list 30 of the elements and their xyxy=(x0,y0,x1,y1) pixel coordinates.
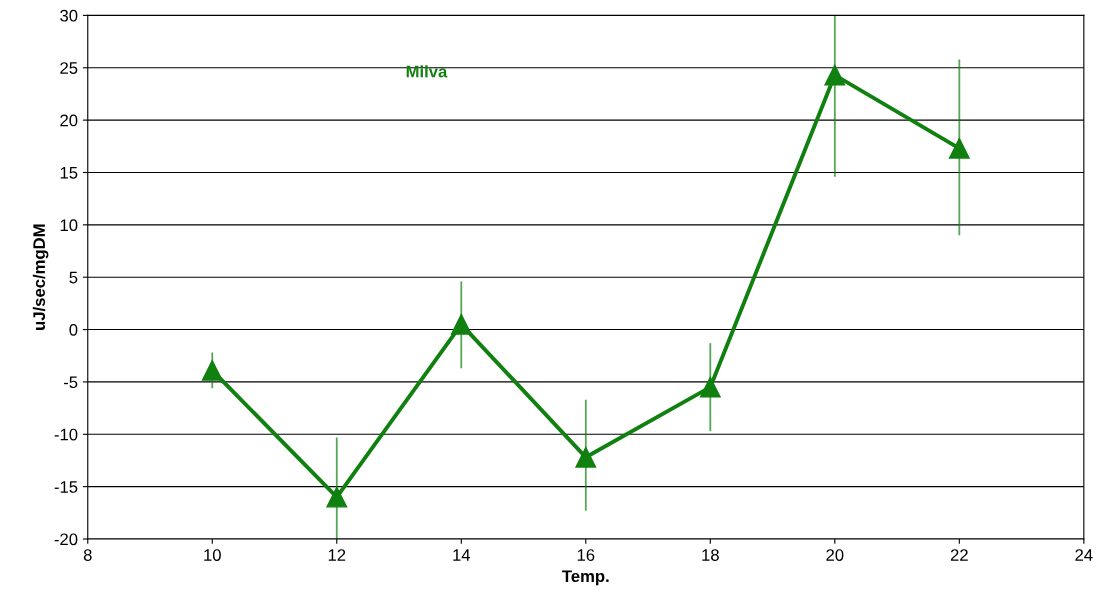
point xyxy=(699,376,721,398)
y-tick-label: 25 xyxy=(60,62,78,74)
point xyxy=(575,446,597,468)
y-axis-title: uJ/sec/mgDM xyxy=(32,224,49,330)
y-tick-label: 10 xyxy=(60,219,78,232)
x-tick-label: 8 xyxy=(83,549,92,561)
x-axis-title: Temp. xyxy=(562,570,609,586)
x-tick-label: 14 xyxy=(453,549,471,561)
y-tick-label: 30 xyxy=(60,9,78,22)
x-tick-label: 12 xyxy=(328,549,346,561)
y-tick-label: -20 xyxy=(54,533,78,546)
point xyxy=(201,359,223,381)
point xyxy=(948,137,970,159)
y-tick-label: 20 xyxy=(60,114,78,127)
annotation: Milva xyxy=(406,65,448,78)
y-tick-label: 5 xyxy=(69,271,78,284)
y-tick-label: -15 xyxy=(54,481,78,493)
point xyxy=(450,313,472,335)
y-tick-label: 15 xyxy=(60,167,78,179)
x-tick-label: 24 xyxy=(1075,549,1093,561)
x-tick-label: 22 xyxy=(950,549,968,561)
x-tick-label: 16 xyxy=(577,549,595,561)
point xyxy=(824,64,846,86)
x-tick-label: 10 xyxy=(204,549,221,561)
y-tick-label: -5 xyxy=(63,376,78,389)
y-tick-label: -10 xyxy=(54,428,78,441)
x-tick-label: 20 xyxy=(826,549,844,561)
x-tick-label: 18 xyxy=(702,549,719,561)
point xyxy=(326,486,348,508)
y-tick-label: 0 xyxy=(69,323,78,336)
